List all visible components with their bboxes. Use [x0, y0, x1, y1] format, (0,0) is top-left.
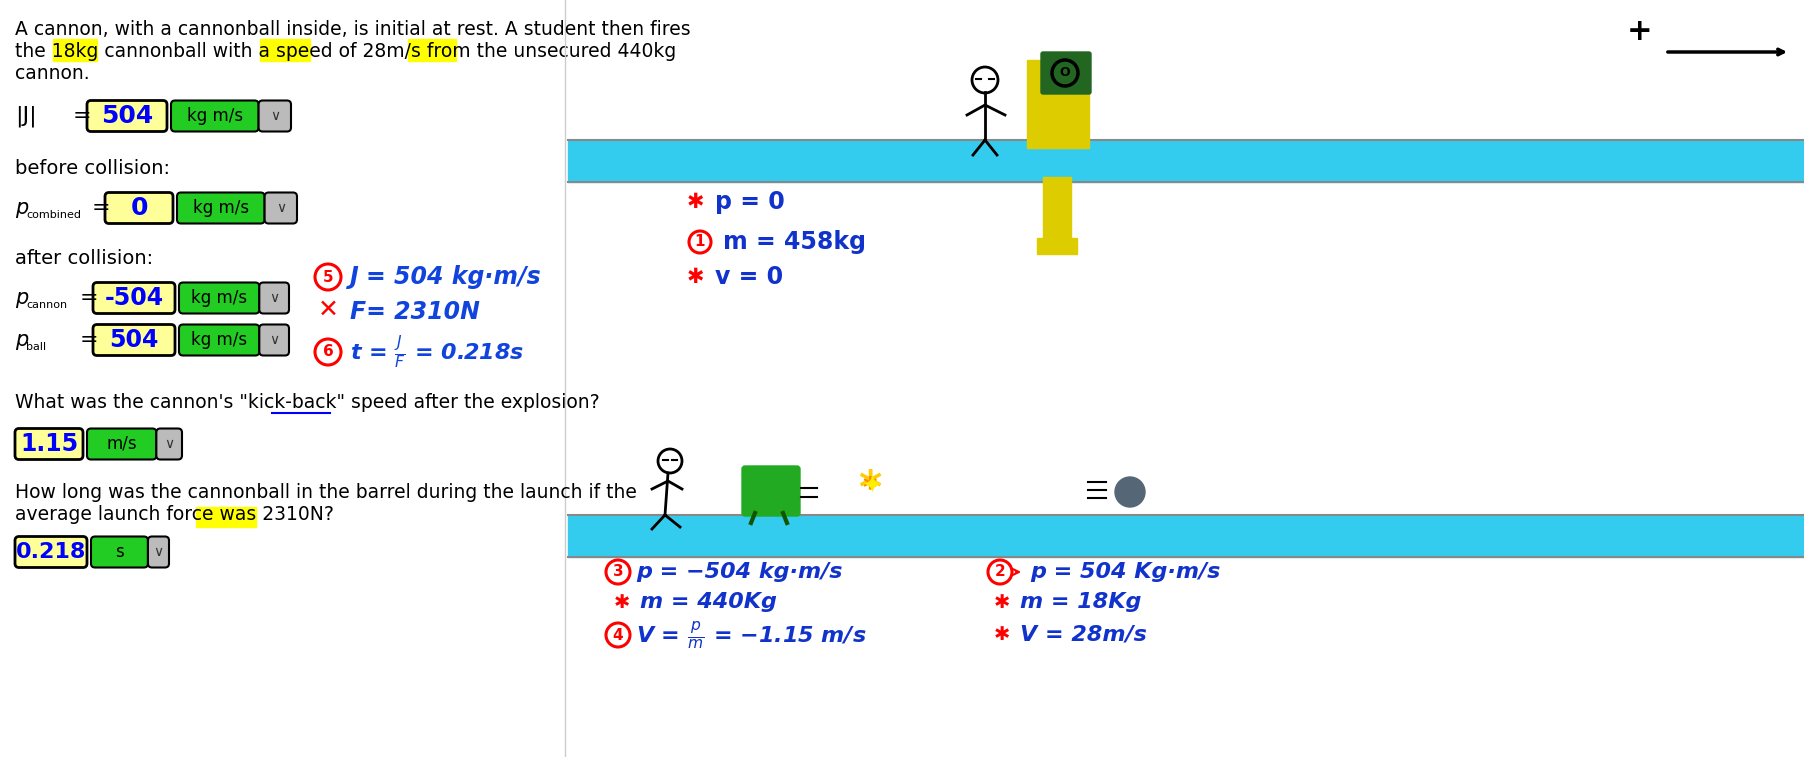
- Text: 1.15: 1.15: [20, 432, 78, 456]
- Text: kg m/s: kg m/s: [191, 331, 247, 349]
- Text: t = $\frac{J}{F}$ = 0.218s: t = $\frac{J}{F}$ = 0.218s: [350, 333, 525, 371]
- Text: ∨: ∨: [164, 437, 175, 451]
- FancyBboxPatch shape: [260, 282, 289, 313]
- Text: V = 28m/s: V = 28m/s: [1019, 625, 1147, 645]
- Text: =: =: [92, 198, 110, 218]
- Bar: [1043, 177, 1072, 247]
- FancyBboxPatch shape: [14, 537, 87, 568]
- Text: m = 18Kg: m = 18Kg: [1019, 592, 1142, 612]
- Text: ✱: ✱: [994, 593, 1010, 612]
- Text: *: *: [859, 468, 882, 510]
- Text: ✱: ✱: [613, 593, 630, 612]
- Text: ✱: ✱: [686, 192, 704, 212]
- FancyBboxPatch shape: [87, 428, 157, 459]
- FancyBboxPatch shape: [171, 101, 258, 132]
- Text: m = 440Kg: m = 440Kg: [640, 592, 778, 612]
- FancyBboxPatch shape: [179, 282, 260, 313]
- Bar: [1037, 238, 1077, 254]
- FancyBboxPatch shape: [105, 192, 173, 223]
- Text: |J|: |J|: [14, 105, 36, 126]
- Text: ∨: ∨: [271, 109, 280, 123]
- Text: p = 0: p = 0: [714, 190, 785, 214]
- Bar: [52, 39, 97, 61]
- Text: 504: 504: [110, 328, 159, 352]
- Text: cannon: cannon: [25, 300, 67, 310]
- Text: ∨: ∨: [276, 201, 285, 215]
- Text: ✦: ✦: [862, 475, 882, 499]
- Text: =: =: [72, 106, 92, 126]
- Text: 5: 5: [323, 269, 334, 285]
- Text: before collision:: before collision:: [14, 158, 170, 177]
- Text: s: s: [115, 543, 124, 561]
- Text: 0.218: 0.218: [16, 542, 87, 562]
- Text: cannon.: cannon.: [14, 64, 90, 83]
- FancyBboxPatch shape: [94, 282, 175, 313]
- Text: kg m/s: kg m/s: [191, 289, 247, 307]
- Bar: [260, 39, 310, 61]
- Text: 504: 504: [101, 104, 153, 128]
- Text: =: =: [79, 288, 99, 308]
- Text: kg m/s: kg m/s: [193, 199, 249, 217]
- Text: +: +: [1627, 17, 1652, 46]
- Text: p: p: [14, 288, 29, 308]
- Text: ∨: ∨: [153, 545, 164, 559]
- FancyBboxPatch shape: [260, 325, 289, 356]
- FancyBboxPatch shape: [741, 466, 799, 516]
- Text: p = −504 kg·m/s: p = −504 kg·m/s: [637, 562, 842, 582]
- FancyBboxPatch shape: [265, 192, 298, 223]
- Text: ✱: ✱: [994, 625, 1010, 644]
- Text: 1: 1: [695, 235, 705, 250]
- Text: F= 2310N: F= 2310N: [350, 300, 480, 324]
- FancyBboxPatch shape: [87, 101, 168, 132]
- Text: =: =: [79, 330, 99, 350]
- Bar: [568, 515, 1804, 557]
- Text: 2: 2: [994, 565, 1005, 580]
- Text: A cannon, with a cannonball inside, is initial at rest. A student then fires: A cannon, with a cannonball inside, is i…: [14, 20, 691, 39]
- Text: What was the cannon's "kick-back" speed after the explosion?: What was the cannon's "kick-back" speed …: [14, 392, 599, 412]
- Text: How long was the cannonball in the barrel during the launch if the: How long was the cannonball in the barre…: [14, 482, 637, 501]
- Text: p: p: [14, 198, 29, 218]
- Text: 6: 6: [323, 344, 334, 360]
- Bar: [568, 140, 1804, 182]
- FancyBboxPatch shape: [90, 537, 148, 568]
- Text: kg m/s: kg m/s: [188, 107, 244, 125]
- FancyBboxPatch shape: [1041, 52, 1091, 94]
- Text: 4: 4: [613, 628, 624, 643]
- Text: -504: -504: [105, 286, 164, 310]
- Text: ∨: ∨: [269, 291, 280, 305]
- Text: p = 504 Kg·m/s: p = 504 Kg·m/s: [1030, 562, 1220, 582]
- Text: combined: combined: [25, 210, 81, 220]
- Text: p: p: [14, 330, 29, 350]
- Text: O: O: [1059, 67, 1070, 79]
- FancyBboxPatch shape: [157, 428, 182, 459]
- Text: ball: ball: [25, 342, 47, 352]
- Bar: [408, 39, 456, 61]
- Text: the 18kg cannonball with a speed of 28m/s from the unsecured 440kg: the 18kg cannonball with a speed of 28m/…: [14, 42, 676, 61]
- Bar: [1026, 60, 1090, 148]
- Text: 3: 3: [613, 565, 624, 580]
- FancyBboxPatch shape: [258, 101, 290, 132]
- Text: V = $\frac{p}{m}$ = −1.15 m/s: V = $\frac{p}{m}$ = −1.15 m/s: [637, 619, 866, 651]
- Text: after collision:: after collision:: [14, 248, 153, 267]
- FancyBboxPatch shape: [94, 325, 175, 356]
- FancyBboxPatch shape: [179, 325, 260, 356]
- Text: ✕: ✕: [318, 298, 339, 322]
- Text: average launch force was 2310N?: average launch force was 2310N?: [14, 504, 334, 524]
- Text: m = 458kg: m = 458kg: [723, 230, 866, 254]
- Text: J = 504 kg·m/s: J = 504 kg·m/s: [350, 265, 541, 289]
- Text: ∨: ∨: [269, 333, 280, 347]
- Circle shape: [1115, 477, 1146, 507]
- Text: v = 0: v = 0: [714, 265, 783, 289]
- Bar: [197, 507, 256, 527]
- Text: 0: 0: [130, 196, 148, 220]
- Text: ✱: ✱: [686, 267, 704, 287]
- FancyBboxPatch shape: [177, 192, 265, 223]
- Text: m/s: m/s: [106, 435, 137, 453]
- Text: *: *: [862, 475, 877, 503]
- FancyBboxPatch shape: [14, 428, 83, 459]
- FancyBboxPatch shape: [148, 537, 170, 568]
